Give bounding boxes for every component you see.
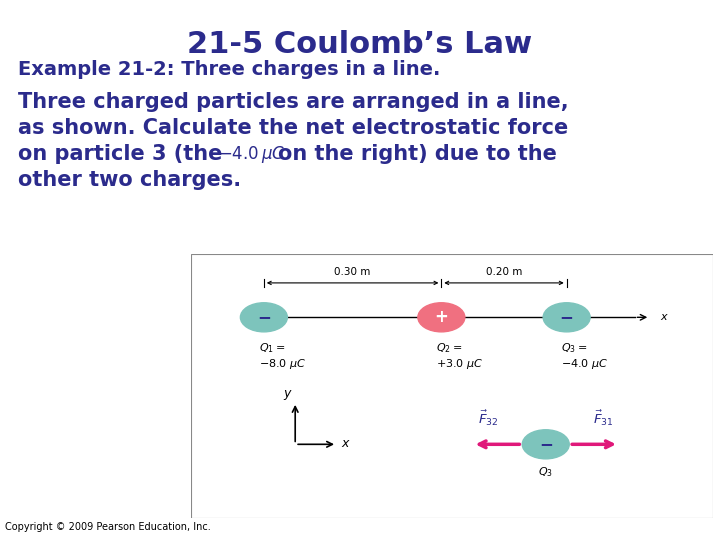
Text: $-4.0\,\mu C$: $-4.0\,\mu C$: [218, 144, 285, 165]
Text: on particle 3 (the: on particle 3 (the: [18, 144, 222, 164]
Text: 0.20 m: 0.20 m: [486, 267, 522, 276]
Text: on the right) due to the: on the right) due to the: [278, 144, 557, 164]
Text: 0.30 m: 0.30 m: [334, 267, 371, 276]
Text: x: x: [341, 437, 348, 450]
Text: Three charged particles are arranged in a line,: Three charged particles are arranged in …: [18, 92, 569, 112]
Text: $Q_3$: $Q_3$: [539, 465, 553, 480]
Text: Example 21-2: Three charges in a line.: Example 21-2: Three charges in a line.: [18, 60, 441, 79]
Ellipse shape: [240, 303, 287, 332]
Text: $Q_2 =$: $Q_2 =$: [436, 341, 462, 355]
Text: −: −: [539, 435, 553, 453]
Text: −: −: [257, 308, 271, 326]
Text: $\vec{F}_{31}$: $\vec{F}_{31}$: [593, 409, 613, 428]
Ellipse shape: [543, 303, 590, 332]
Text: $-4.0\ \mu C$: $-4.0\ \mu C$: [562, 357, 609, 371]
Text: $Q_3 =$: $Q_3 =$: [562, 341, 588, 355]
Ellipse shape: [522, 430, 570, 459]
Text: $\vec{F}_{32}$: $\vec{F}_{32}$: [478, 409, 499, 428]
Text: as shown. Calculate the net electrostatic force: as shown. Calculate the net electrostati…: [18, 118, 568, 138]
Ellipse shape: [418, 303, 465, 332]
Text: 21-5 Coulomb’s Law: 21-5 Coulomb’s Law: [187, 30, 533, 59]
Text: $+3.0\ \mu C$: $+3.0\ \mu C$: [436, 357, 484, 371]
Text: Copyright © 2009 Pearson Education, Inc.: Copyright © 2009 Pearson Education, Inc.: [5, 522, 211, 532]
Text: −: −: [559, 308, 574, 326]
Text: $-8.0\ \mu C$: $-8.0\ \mu C$: [258, 357, 306, 371]
Text: +: +: [434, 308, 449, 326]
Text: $Q_1 =$: $Q_1 =$: [258, 341, 285, 355]
Text: x: x: [660, 312, 667, 322]
Text: other two charges.: other two charges.: [18, 170, 241, 190]
Text: y: y: [284, 387, 291, 400]
